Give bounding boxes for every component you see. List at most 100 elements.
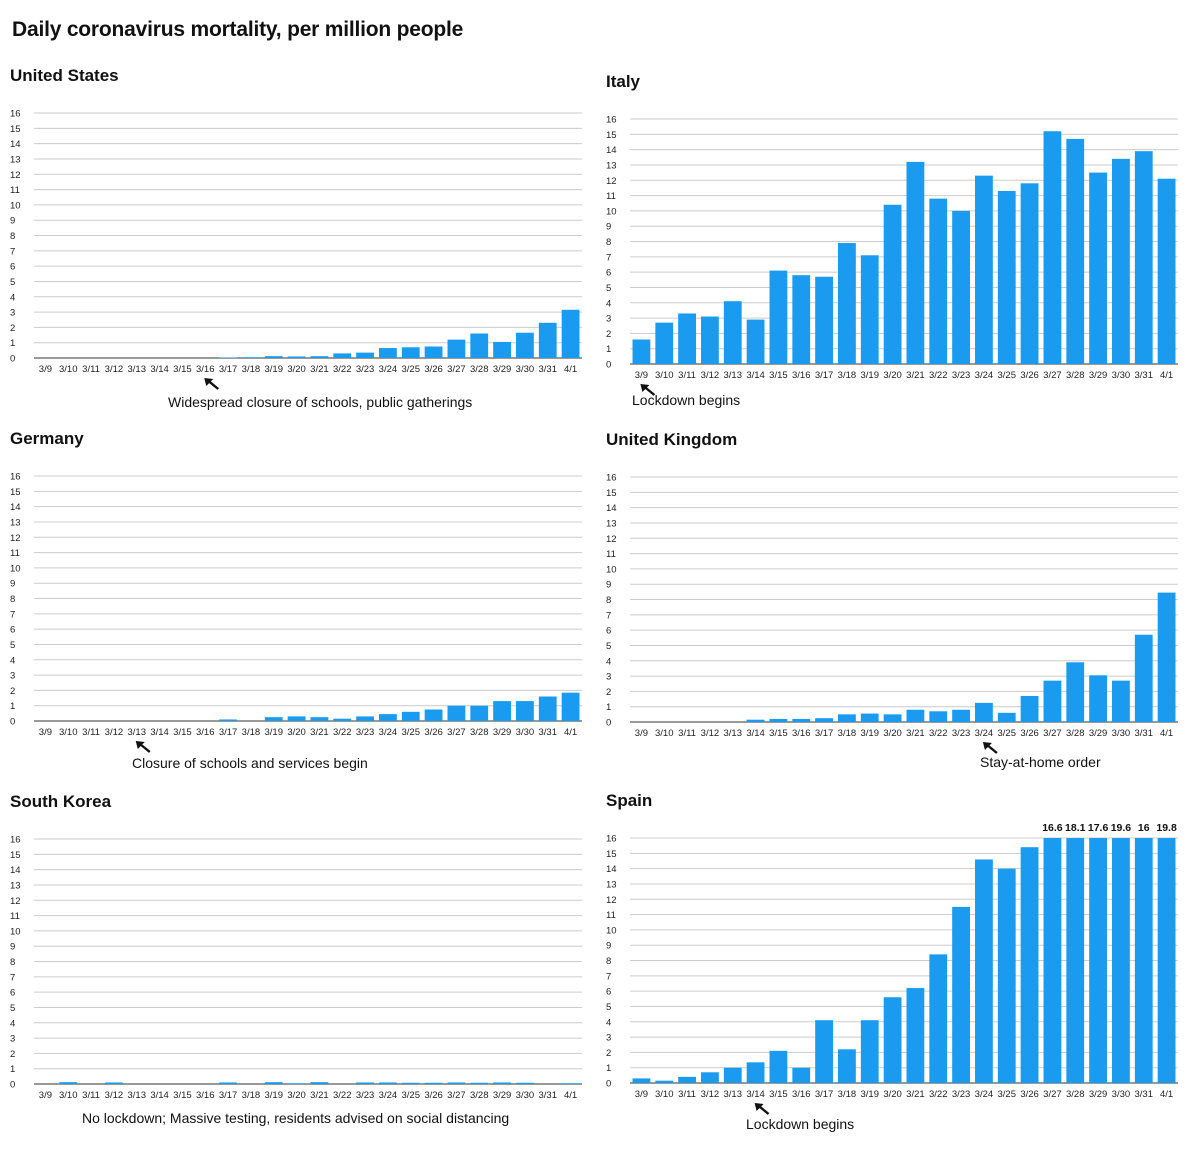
- x-tick-label: 3/31: [1135, 728, 1154, 739]
- x-tick-label: 3/24: [379, 1090, 398, 1101]
- bar-3-26: [425, 1083, 443, 1084]
- y-tick-label: 15: [10, 850, 21, 861]
- bar-3-27: [1044, 838, 1062, 1083]
- x-tick-label: 3/23: [356, 364, 375, 375]
- y-tick-label: 13: [606, 518, 617, 529]
- x-tick-label: 3/18: [242, 364, 261, 375]
- bar-3-26: [1021, 183, 1039, 364]
- x-tick-label: 3/30: [1112, 370, 1131, 381]
- x-tick-label: 3/29: [1089, 728, 1108, 739]
- y-tick-label: 0: [10, 1080, 15, 1091]
- x-tick-label: 3/15: [173, 364, 192, 375]
- y-tick-label: 15: [606, 130, 617, 141]
- bar-value-label: 16.6: [1042, 822, 1063, 834]
- bar-3-28: [470, 1083, 488, 1084]
- y-tick-label: 11: [606, 549, 616, 560]
- bar-3-22: [333, 353, 351, 358]
- x-tick-label: 3/12: [701, 370, 720, 381]
- bar-3-17: [815, 1020, 833, 1083]
- x-tick-label: 3/11: [678, 370, 696, 381]
- bar-value-label: 16: [1138, 822, 1150, 834]
- bar-3-23: [952, 907, 970, 1083]
- x-tick-label: 3/20: [883, 1089, 902, 1100]
- y-tick-label: 14: [10, 139, 21, 150]
- y-tick-label: 11: [606, 910, 616, 921]
- x-tick-label: 3/13: [724, 728, 743, 739]
- y-tick-label: 12: [606, 534, 617, 545]
- x-tick-label: 3/30: [516, 727, 535, 738]
- y-tick-label: 3: [606, 314, 611, 325]
- bar-3-28: [470, 706, 488, 721]
- y-tick-label: 12: [606, 176, 617, 187]
- bar-3-30: [516, 333, 534, 358]
- bar-3-24: [379, 1082, 397, 1084]
- bar-3-27: [448, 340, 466, 358]
- y-tick-label: 12: [10, 533, 21, 544]
- x-tick-label: 3/31: [539, 727, 558, 738]
- x-tick-label: 3/13: [724, 1089, 743, 1100]
- bar-3-21: [907, 988, 925, 1083]
- x-tick-label: 3/15: [173, 1090, 192, 1101]
- bar-3-23: [952, 710, 970, 722]
- x-tick-label: 3/16: [196, 1090, 215, 1101]
- y-tick-label: 7: [606, 252, 611, 263]
- y-tick-label: 3: [606, 1033, 611, 1044]
- x-tick-label: 3/30: [1112, 1089, 1131, 1100]
- y-tick-label: 10: [606, 564, 617, 575]
- x-tick-label: 3/16: [792, 728, 811, 739]
- bar-3-23: [952, 211, 970, 364]
- x-tick-label: 3/26: [424, 364, 443, 375]
- bar-3-10: [59, 1082, 77, 1084]
- x-tick-label: 3/15: [769, 370, 788, 381]
- bar-3-27: [448, 1082, 466, 1084]
- y-tick-label: 9: [10, 579, 15, 590]
- x-tick-label: 3/25: [998, 728, 1017, 739]
- bar-3-20: [288, 356, 306, 358]
- y-tick-label: 10: [10, 926, 21, 937]
- y-tick-label: 15: [606, 488, 617, 499]
- bar-3-28: [1066, 838, 1084, 1083]
- y-tick-label: 8: [606, 595, 611, 606]
- bar-3-12: [701, 317, 719, 364]
- annotation-text: No lockdown; Massive testing, residents …: [82, 1110, 509, 1126]
- x-tick-label: 3/11: [82, 727, 100, 738]
- x-tick-label: 3/27: [1043, 728, 1062, 739]
- bar-3-26: [1021, 696, 1039, 722]
- bar-3-10: [655, 323, 673, 364]
- bar-3-18: [838, 243, 856, 364]
- x-tick-label: 3/24: [379, 727, 398, 738]
- x-tick-label: 4/1: [564, 1090, 577, 1101]
- x-tick-label: 3/12: [105, 727, 124, 738]
- y-tick-label: 16: [10, 472, 21, 483]
- y-tick-label: 8: [10, 594, 15, 605]
- y-tick-label: 1: [10, 1064, 15, 1075]
- bar-4-1: [1158, 179, 1176, 364]
- x-tick-label: 3/17: [219, 727, 238, 738]
- bar-3-31: [1135, 635, 1153, 722]
- y-tick-label: 13: [10, 154, 21, 165]
- bar-3-21: [907, 162, 925, 364]
- x-tick-label: 3/22: [929, 728, 948, 739]
- x-tick-label: 3/13: [128, 727, 147, 738]
- x-tick-label: 3/10: [655, 1089, 674, 1100]
- y-tick-label: 5: [10, 640, 15, 651]
- x-tick-label: 3/24: [975, 728, 994, 739]
- x-tick-label: 3/22: [333, 364, 352, 375]
- bar-3-30: [1112, 159, 1130, 364]
- x-tick-label: 3/16: [196, 364, 215, 375]
- x-tick-label: 3/30: [1112, 728, 1131, 739]
- x-tick-label: 3/14: [746, 1089, 765, 1100]
- y-tick-label: 2: [606, 329, 611, 340]
- x-tick-label: 3/9: [39, 727, 52, 738]
- y-tick-label: 13: [606, 879, 617, 890]
- y-tick-label: 2: [10, 323, 15, 334]
- bar-3-25: [402, 347, 420, 358]
- x-tick-label: 3/19: [861, 728, 880, 739]
- annotation-text: Widespread closure of schools, public ga…: [168, 394, 472, 410]
- y-tick-label: 16: [606, 834, 617, 845]
- x-tick-label: 4/1: [1160, 1089, 1173, 1100]
- x-tick-label: 3/17: [815, 728, 834, 739]
